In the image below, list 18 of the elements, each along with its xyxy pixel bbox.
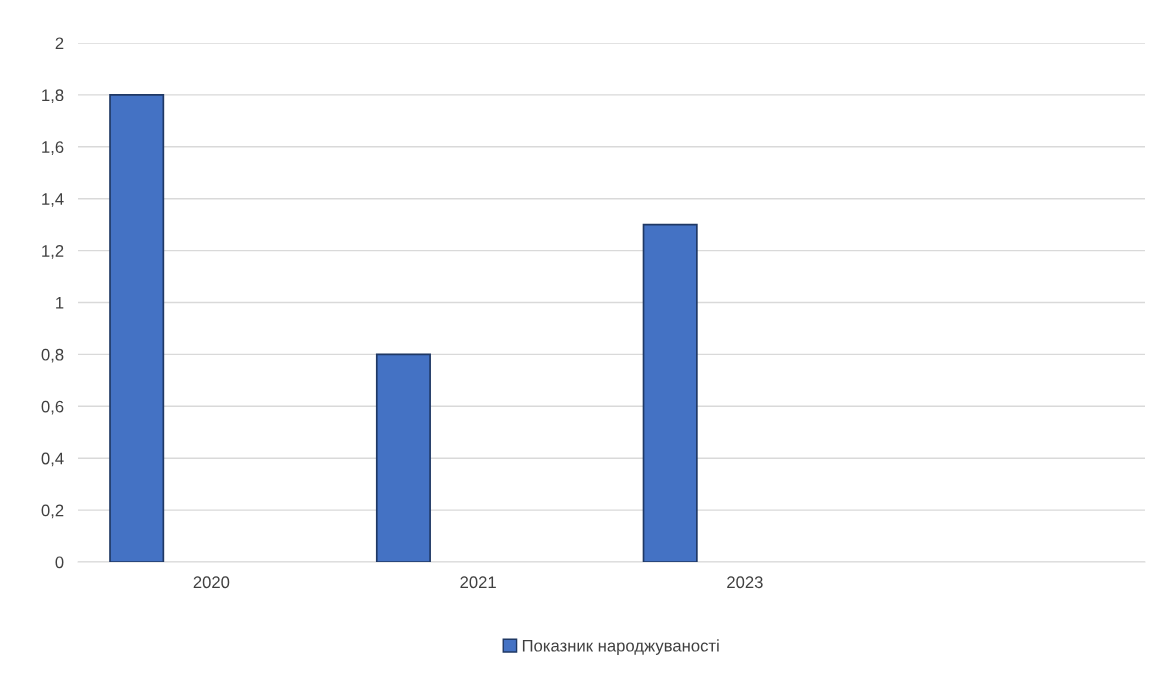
y-tick-label: 0,6: [41, 400, 64, 415]
bar: [642, 223, 698, 562]
bar: [109, 94, 165, 562]
y-tick-label: 0: [55, 556, 64, 569]
y-tick-label: 1: [56, 297, 64, 309]
y-tick-label: 1,4: [42, 193, 64, 207]
y-tick-label: 0,8: [41, 348, 64, 363]
y-tick-label: 1,6: [42, 141, 64, 155]
y-tick-label: 1,2: [42, 245, 64, 259]
legend-label: Показник народжуваності: [522, 639, 719, 655]
bar: [375, 353, 431, 562]
y-tick-label: 0,2: [41, 504, 64, 519]
x-tick-label: 2020: [193, 576, 230, 589]
x-tick-label: 2021: [460, 576, 496, 589]
y-tick-label: 1,8: [42, 89, 64, 104]
y-tick-label: 2: [55, 37, 64, 50]
x-tick-label: 2023: [727, 576, 763, 589]
y-tick-label: 0,4: [41, 452, 64, 467]
